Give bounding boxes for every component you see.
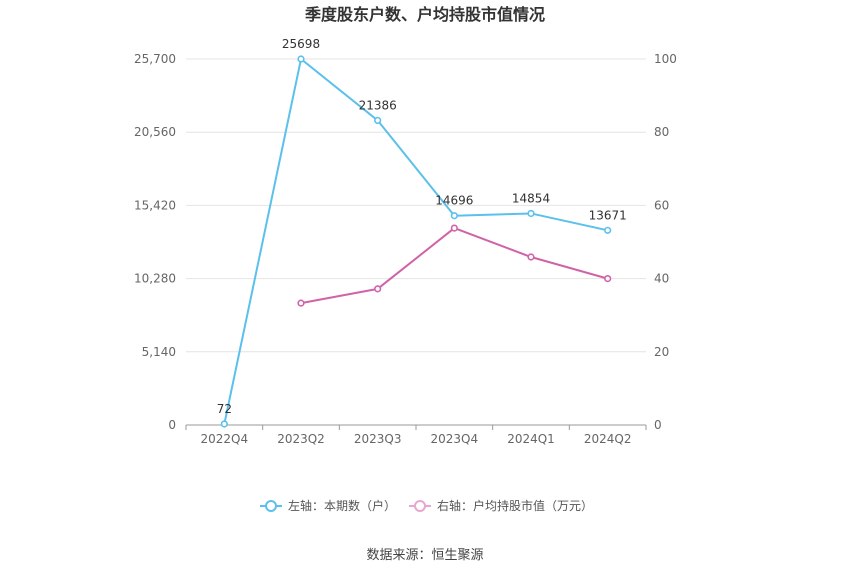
legend-item-left-series[interactable]: 左轴：本期数（户） [260, 498, 396, 513]
data-labels: 72 25698 21386 14696 14854 13671 [217, 37, 627, 416]
legend-label-left: 左轴：本期数（户） [288, 498, 396, 513]
x-tick-label: 2023Q2 [277, 432, 325, 446]
left-tick-label: 25,700 [134, 52, 176, 66]
series-line-1 [300, 227, 608, 305]
x-tick-label: 2023Q4 [431, 432, 479, 446]
legend[interactable]: 左轴：本期数（户） 右轴：户均持股市值（万元） [260, 498, 593, 513]
legend-item-right-series[interactable]: 右轴：户均持股市值（万元） [409, 498, 593, 513]
left-tick-label: 0 [168, 418, 176, 432]
data-point[interactable] [297, 55, 305, 63]
x-tick-label: 2023Q3 [354, 432, 402, 446]
x-tick-label: 2024Q1 [507, 432, 555, 446]
data-point[interactable] [374, 285, 382, 293]
data-point[interactable] [450, 212, 458, 220]
left-tick-label: 5,140 [142, 345, 176, 359]
data-point[interactable] [527, 209, 535, 218]
legend-marker-right-icon [414, 500, 426, 512]
data-point[interactable] [220, 420, 228, 428]
x-axis: 2022Q4 2023Q2 2023Q3 2023Q4 2024Q1 2024Q2 [185, 424, 647, 446]
x-tick-label: 2024Q2 [584, 432, 632, 446]
data-label: 14696 [435, 194, 473, 208]
right-tick-label: 40 [654, 272, 669, 286]
data-label: 25698 [282, 37, 320, 51]
right-tick-label: 80 [654, 125, 669, 139]
data-label: 14854 [512, 191, 550, 205]
data-point[interactable] [604, 275, 612, 283]
left-tick-label: 15,420 [134, 198, 176, 212]
right-tick-label: 60 [654, 198, 669, 212]
right-axis-ticks: 0 20 40 60 80 100 [654, 52, 677, 432]
left-tick-label: 20,560 [134, 125, 176, 139]
x-tick-label: 2022Q4 [201, 432, 249, 446]
data-point[interactable] [374, 116, 382, 125]
legend-label-right: 右轴：户均持股市值（万元） [437, 498, 593, 513]
data-label: 21386 [359, 98, 397, 112]
data-label: 72 [217, 402, 232, 416]
source-note: 数据来源：恒生聚源 [366, 548, 483, 563]
data-label: 13671 [589, 208, 627, 222]
data-point[interactable] [450, 224, 458, 232]
series-line-0 [223, 58, 608, 425]
right-tick-label: 100 [654, 52, 677, 66]
left-axis-ticks: 0 5,140 10,280 15,420 20,560 25,700 [134, 52, 176, 432]
data-point[interactable] [527, 253, 535, 261]
gridlines [186, 58, 646, 353]
right-tick-label: 0 [654, 418, 662, 432]
series-layer [220, 55, 612, 428]
left-tick-label: 10,280 [134, 272, 176, 286]
right-tick-label: 20 [654, 345, 669, 359]
legend-marker-left-icon [265, 500, 277, 512]
chart-title: 季度股东户数、户均持股市值情况 [304, 5, 545, 24]
data-point[interactable] [604, 226, 612, 234]
data-point[interactable] [297, 299, 305, 307]
